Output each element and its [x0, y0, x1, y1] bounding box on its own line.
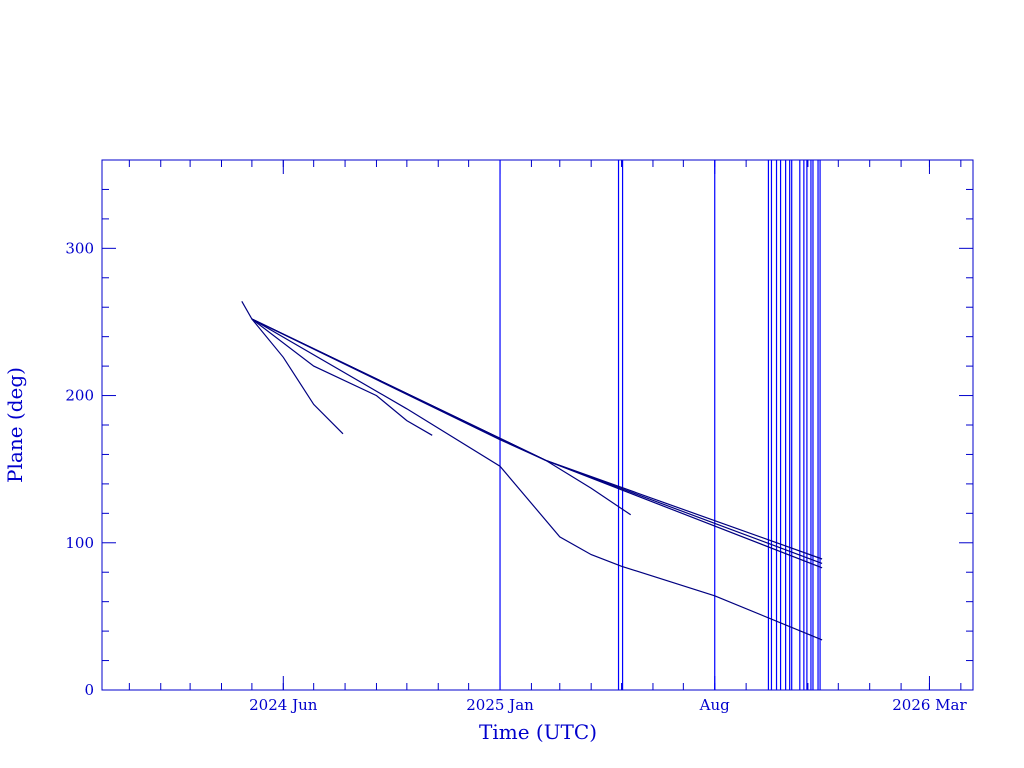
series-line [251, 318, 823, 564]
series-line [251, 318, 632, 516]
x-tick-label: 2025 Jan [466, 696, 534, 714]
tick-labels: 0 100 200 300 2024 Jun 2025 Jan Aug 2026 Mar [65, 239, 967, 714]
x-axis-title: Time (UTC) [479, 720, 597, 744]
series-line [251, 318, 823, 641]
y-tick-label: 200 [65, 387, 94, 405]
plot-frame [101, 159, 974, 691]
y-tick-label: 300 [65, 239, 94, 257]
y-tick-label: 0 [84, 681, 94, 699]
series-line [251, 318, 433, 436]
series-line [251, 318, 823, 560]
series-group [241, 301, 823, 641]
series-line [251, 318, 823, 569]
x-tick-label: Aug [699, 696, 730, 714]
vertical-event-lines [499, 160, 821, 690]
y-axis-title: Plane (deg) [3, 367, 27, 483]
series-line [241, 301, 344, 435]
y-tick-label: 100 [65, 534, 94, 552]
x-tick-label: 2026 Mar [892, 696, 967, 714]
x-tick-label: 2024 Jun [249, 696, 318, 714]
axis-ticks [102, 159, 973, 691]
